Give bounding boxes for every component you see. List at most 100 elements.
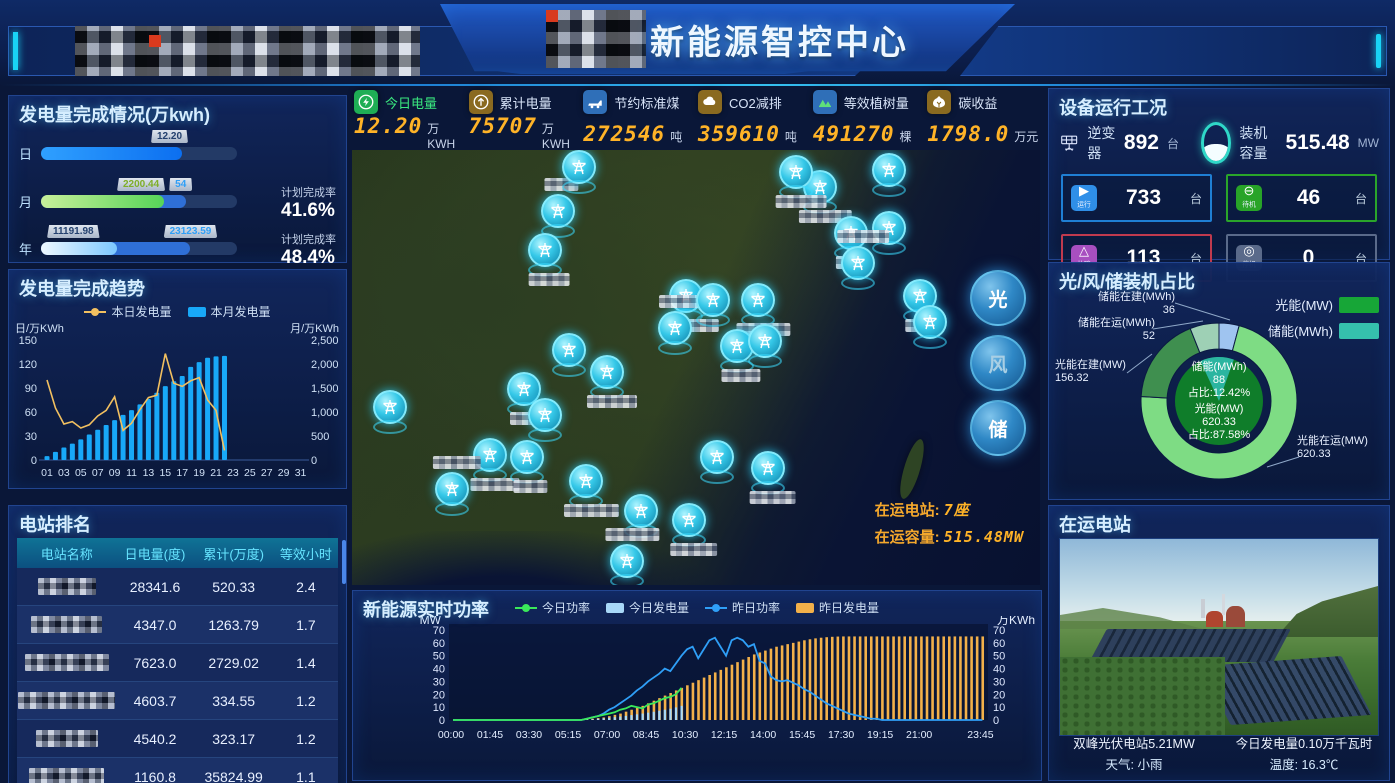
svg-text:21: 21 bbox=[210, 467, 222, 479]
inverter-unit: 台 bbox=[1166, 136, 1179, 151]
tower-icon bbox=[747, 324, 782, 359]
tower-icon bbox=[871, 152, 906, 187]
marker-ripple bbox=[871, 182, 906, 197]
svg-text:MW: MW bbox=[420, 616, 442, 627]
station-name-cell bbox=[17, 654, 117, 671]
table-cell: 1160.8 bbox=[134, 768, 176, 783]
station-marker[interactable] bbox=[912, 304, 947, 349]
station-label-redacted bbox=[659, 295, 700, 309]
kpi-item-2: 节约标准煤 272546 吨 bbox=[581, 88, 696, 146]
capacity-value: 515.48MW bbox=[943, 528, 1024, 546]
station-marker[interactable] bbox=[541, 177, 579, 238]
station-marker[interactable] bbox=[469, 437, 519, 491]
svg-text:500: 500 bbox=[311, 431, 329, 443]
table-row[interactable]: 4540.2 323.17 1.2 bbox=[17, 720, 338, 758]
station-label-redacted bbox=[586, 394, 637, 408]
sea-area-south bbox=[352, 531, 731, 585]
progress-fill-year bbox=[41, 242, 118, 255]
table-cell: 1.2 bbox=[296, 730, 316, 747]
station-marker[interactable] bbox=[747, 324, 782, 369]
svg-text:10:30: 10:30 bbox=[672, 729, 698, 741]
station-marker[interactable] bbox=[696, 283, 731, 328]
legend-item[interactable]: 本月发电量 bbox=[187, 303, 271, 320]
legend-item[interactable]: 储能(MWh) bbox=[1268, 321, 1379, 340]
station-label-redacted bbox=[513, 479, 548, 493]
station-label-redacted bbox=[836, 230, 889, 244]
legend-item[interactable]: 昨日发电量 bbox=[796, 599, 879, 616]
svg-text:31: 31 bbox=[295, 467, 307, 479]
station-marker[interactable] bbox=[563, 463, 619, 517]
station-name-redacted bbox=[35, 730, 98, 747]
value-badge: 23123.59 bbox=[163, 225, 218, 238]
rate-label: 计划完成率 bbox=[281, 187, 336, 199]
legend-item[interactable]: 本日发电量 bbox=[84, 303, 172, 320]
station-marker[interactable] bbox=[749, 450, 796, 504]
tower-icon bbox=[658, 311, 693, 346]
equipment-summary: 逆变器 892 台 装机容量 515.48 MW bbox=[1059, 122, 1379, 164]
value-badge: 11191.98 bbox=[47, 225, 100, 238]
tower-icon bbox=[434, 472, 469, 507]
trend-legend: 本日发电量 本月发电量 bbox=[9, 303, 346, 320]
filter-button-wind[interactable]: 风 bbox=[970, 335, 1026, 391]
legend-item[interactable]: 光能(MW) bbox=[1268, 295, 1379, 314]
svg-text:2,500: 2,500 bbox=[311, 335, 339, 347]
station-marker[interactable] bbox=[775, 154, 827, 208]
table-scrollbar[interactable] bbox=[342, 540, 346, 584]
status-unit: 台 bbox=[1189, 191, 1202, 206]
tower-icon bbox=[740, 283, 775, 318]
filter-button-solar[interactable]: 光 bbox=[970, 270, 1026, 326]
station-marker[interactable] bbox=[605, 528, 660, 585]
kpi-label: 碳收益 bbox=[958, 95, 998, 111]
station-label-redacted bbox=[469, 477, 519, 491]
station-marker[interactable] bbox=[623, 494, 658, 539]
photo-captions: 双峰光伏电站5.21MW 天气: 小雨 今日发电量0.10万千瓦时 温度: 16… bbox=[1049, 734, 1389, 776]
svg-text:1,000: 1,000 bbox=[311, 407, 339, 419]
station-marker[interactable] bbox=[432, 456, 481, 517]
svg-text:15:45: 15:45 bbox=[789, 729, 815, 741]
station-label-redacted bbox=[432, 456, 481, 470]
table-cell: 323.17 bbox=[212, 730, 256, 747]
station-marker[interactable] bbox=[562, 150, 597, 195]
station-marker[interactable] bbox=[736, 283, 791, 337]
rate-value: 41.6% bbox=[281, 200, 335, 221]
legend-item[interactable]: 今日功率 bbox=[514, 599, 590, 616]
station-marker[interactable] bbox=[871, 152, 906, 197]
legend-item[interactable]: 今日发电量 bbox=[605, 599, 689, 616]
svg-text:1,500: 1,500 bbox=[311, 383, 339, 395]
table-row[interactable]: 7623.0 2729.02 1.4 bbox=[17, 644, 338, 682]
svg-text:20: 20 bbox=[433, 689, 445, 701]
svg-text:120: 120 bbox=[19, 359, 37, 371]
kpi-item-3: CO2减排 359610 吨 bbox=[696, 88, 811, 146]
station-marker[interactable] bbox=[670, 502, 718, 556]
row-label: 日 bbox=[19, 147, 33, 162]
legend-item[interactable]: 昨日功率 bbox=[705, 599, 780, 616]
station-marker[interactable] bbox=[510, 439, 548, 493]
column-header: 电站名称 bbox=[40, 546, 93, 562]
station-marker[interactable] bbox=[658, 295, 700, 356]
table-row[interactable]: 1160.8 35824.99 1.1 bbox=[17, 758, 338, 783]
status-box-待机: ⊖ 待机 46 台 bbox=[1226, 174, 1377, 222]
station-marker[interactable] bbox=[527, 233, 570, 287]
station-marker[interactable] bbox=[551, 333, 586, 378]
filter-button-storage[interactable]: 储 bbox=[970, 400, 1026, 456]
table-row[interactable]: 4347.0 1263.79 1.7 bbox=[17, 606, 338, 644]
table-cell: 1.1 bbox=[296, 768, 316, 783]
station-marker[interactable] bbox=[372, 389, 407, 434]
station-marker[interactable] bbox=[836, 230, 889, 291]
svg-text:50: 50 bbox=[993, 651, 1005, 663]
inverter-label: 逆变器 bbox=[1087, 125, 1116, 161]
status-label: 运行 bbox=[1077, 200, 1091, 209]
svg-text:14:00: 14:00 bbox=[750, 729, 776, 741]
donut-inner-label: 光能(MW) 620.33 占比:87.58% bbox=[1187, 403, 1251, 441]
callout-value: 620.33 bbox=[1297, 448, 1331, 460]
table-row[interactable]: 4603.7 334.55 1.2 bbox=[17, 682, 338, 720]
station-marker[interactable] bbox=[699, 439, 734, 484]
station-marker[interactable] bbox=[586, 354, 637, 408]
station-name-cell bbox=[17, 616, 117, 633]
callout-name: 光能在建(MW) bbox=[1055, 359, 1126, 371]
table-cell: 2729.02 bbox=[208, 654, 259, 671]
station-marker[interactable] bbox=[527, 398, 562, 443]
table-row[interactable]: 28341.6 520.33 2.4 bbox=[17, 568, 338, 606]
status-unit: 台 bbox=[1354, 191, 1367, 206]
